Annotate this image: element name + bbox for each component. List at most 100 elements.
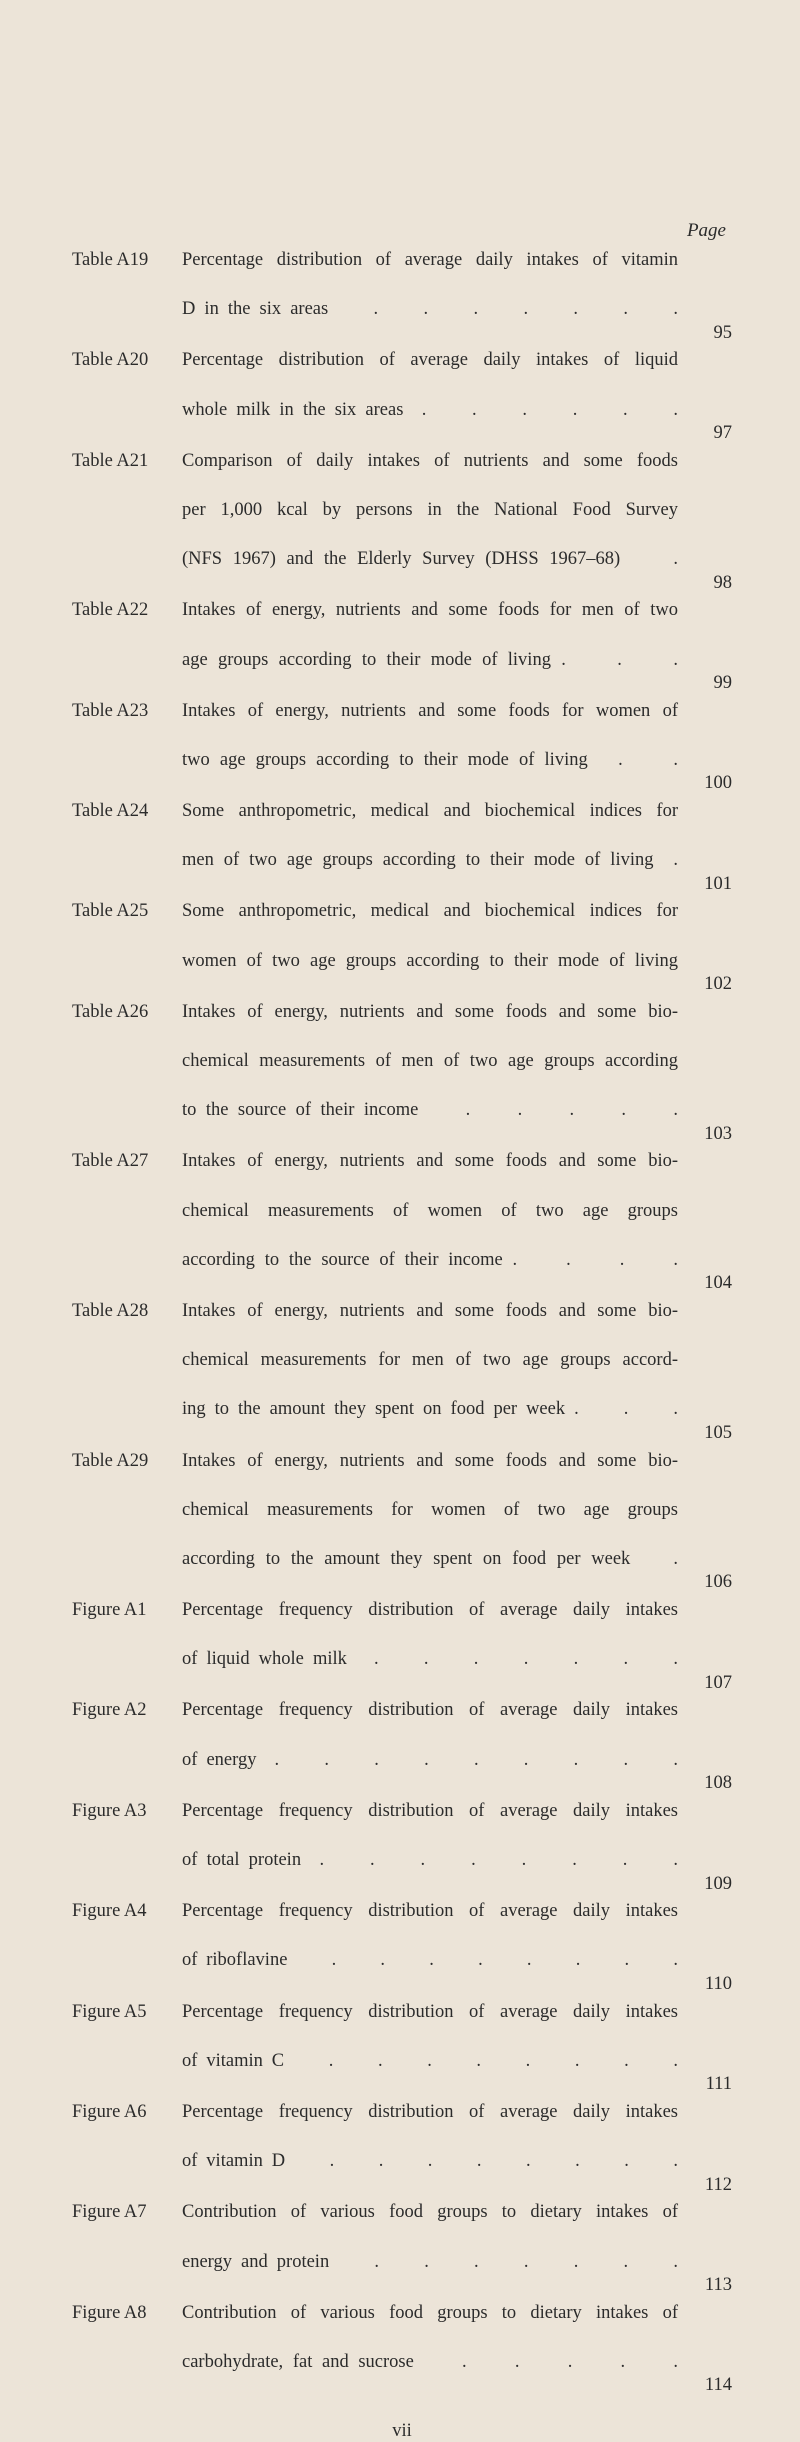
toc-entry-description: Comparison of daily intakes of nutrients… xyxy=(182,449,690,597)
toc-entry-line: Percentage frequency distribution of ave… xyxy=(182,1799,678,1848)
toc-entry-page: 106 xyxy=(690,1570,732,1596)
toc-entry-line: according to the source of their income … xyxy=(182,1248,678,1297)
toc-entry-line: Intakes of energy, nutrients and some fo… xyxy=(182,1299,678,1348)
toc-entry-line: Intakes of energy, nutrients and some fo… xyxy=(182,598,678,647)
toc-entry-description: Percentage frequency distribution of ave… xyxy=(182,2100,690,2198)
toc-entry-page: 113 xyxy=(690,2273,732,2299)
toc-entry-description: Percentage frequency distribution of ave… xyxy=(182,1799,690,1897)
toc-entry-description: Contribution of various food groups to d… xyxy=(182,2200,690,2298)
toc-entry-label: Figure A3 xyxy=(72,1799,182,1824)
toc-entry-line: of liquid whole milk . . . . . . . xyxy=(182,1647,678,1696)
toc-entry-page: 107 xyxy=(690,1671,732,1697)
toc-entry-description: Intakes of energy, nutrients and some fo… xyxy=(182,1299,690,1447)
toc-entry-line: men of two age groups according to their… xyxy=(182,848,678,897)
toc-entry-page: 105 xyxy=(690,1421,732,1447)
toc-entry: Figure A7Contribution of various food gr… xyxy=(72,2200,732,2298)
toc-entry-label: Figure A6 xyxy=(72,2100,182,2125)
toc-entry-line: Contribution of various food groups to d… xyxy=(182,2301,678,2350)
toc-entry-line: per 1,000 kcal by persons in the Nationa… xyxy=(182,498,678,547)
toc-entry-label: Table A26 xyxy=(72,1000,182,1025)
toc-entry-page: 108 xyxy=(690,1771,732,1797)
page-header-row: Page xyxy=(72,220,732,242)
toc-entry-line: Intakes of energy, nutrients and some fo… xyxy=(182,699,678,748)
toc-entry-page: 97 xyxy=(690,421,732,447)
toc-entry: Table A25Some anthropometric, medical an… xyxy=(72,899,732,997)
toc-entry-label: Table A24 xyxy=(72,799,182,824)
toc-entry-line: energy and protein . . . . . . . xyxy=(182,2250,678,2299)
toc-entry-line: chemical measurements of men of two age … xyxy=(182,1049,678,1098)
toc-entry: Table A29Intakes of energy, nutrients an… xyxy=(72,1449,732,1597)
toc-entry-line: Percentage frequency distribution of ave… xyxy=(182,1899,678,1948)
toc-entry-description: Intakes of energy, nutrients and some fo… xyxy=(182,1449,690,1597)
toc-entry-line: Percentage distribution of average daily… xyxy=(182,348,678,397)
toc-entry-line: Percentage frequency distribution of ave… xyxy=(182,1698,678,1747)
toc-entry-label: Table A23 xyxy=(72,699,182,724)
toc-entry-description: Percentage frequency distribution of ave… xyxy=(182,1899,690,1997)
toc-entry-line: ing to the amount they spent on food per… xyxy=(182,1397,678,1446)
toc-entry-page: 112 xyxy=(690,2173,732,2199)
toc-entry-label: Figure A5 xyxy=(72,2000,182,2025)
toc-entry-line: Percentage frequency distribution of ave… xyxy=(182,1598,678,1647)
toc-entry: Figure A4Percentage frequency distributi… xyxy=(72,1899,732,1997)
toc-entry-line: women of two age groups according to the… xyxy=(182,949,678,998)
toc-entry: Figure A2Percentage frequency distributi… xyxy=(72,1698,732,1796)
toc-entry-line: Some anthropometric, medical and biochem… xyxy=(182,899,678,948)
toc-entry-label: Table A25 xyxy=(72,899,182,924)
toc-entry-label: Figure A8 xyxy=(72,2301,182,2326)
toc-entry: Figure A3Percentage frequency distributi… xyxy=(72,1799,732,1897)
toc-entry-description: Percentage frequency distribution of ave… xyxy=(182,1698,690,1796)
toc-entry-line: Intakes of energy, nutrients and some fo… xyxy=(182,1149,678,1198)
toc-entry-line: Percentage distribution of average daily… xyxy=(182,248,678,297)
toc-entry-line: carbohydrate, fat and sucrose . . . . . xyxy=(182,2350,678,2399)
page-column-header: Page xyxy=(687,220,732,242)
toc-entry-line: of vitamin C . . . . . . . . xyxy=(182,2049,678,2098)
toc-entry-page: 104 xyxy=(690,1271,732,1297)
toc-entry-description: Intakes of energy, nutrients and some fo… xyxy=(182,1149,690,1297)
toc-entry-description: Intakes of energy, nutrients and some fo… xyxy=(182,699,690,797)
toc-entry-description: Percentage distribution of average daily… xyxy=(182,348,690,446)
toc-entry-line: of vitamin D . . . . . . . . xyxy=(182,2149,678,2198)
toc-entry: Table A26Intakes of energy, nutrients an… xyxy=(72,1000,732,1148)
toc-entry-description: Percentage distribution of average daily… xyxy=(182,248,690,346)
toc-entry-page: 99 xyxy=(690,671,732,697)
toc-entry-label: Table A29 xyxy=(72,1449,182,1474)
toc-entry-description: Percentage frequency distribution of ave… xyxy=(182,1598,690,1696)
toc-entry-page: 103 xyxy=(690,1122,732,1148)
toc-entry: Table A19Percentage distribution of aver… xyxy=(72,248,732,346)
toc-entry-page: 101 xyxy=(690,872,732,898)
toc-entry: Table A27Intakes of energy, nutrients an… xyxy=(72,1149,732,1297)
toc-entry-line: to the source of their income . . . . . xyxy=(182,1098,678,1147)
toc-entry-label: Table A28 xyxy=(72,1299,182,1324)
toc-entry-page: 98 xyxy=(690,571,732,597)
toc-entry-line: Percentage frequency distribution of ave… xyxy=(182,2100,678,2149)
toc-entry-page: 109 xyxy=(690,1872,732,1898)
toc-entry-description: Intakes of energy, nutrients and some fo… xyxy=(182,598,690,696)
toc-entry-line: Intakes of energy, nutrients and some fo… xyxy=(182,1000,678,1049)
page-footer-roman: vii xyxy=(72,2421,732,2442)
toc-entry-page: 100 xyxy=(690,771,732,797)
toc-entry: Table A28Intakes of energy, nutrients an… xyxy=(72,1299,732,1447)
toc-entry-page: 114 xyxy=(690,2373,732,2399)
toc-entry-line: of energy . . . . . . . . . xyxy=(182,1748,678,1797)
toc-entry-line: whole milk in the six areas . . . . . . xyxy=(182,398,678,447)
toc-entry: Table A20Percentage distribution of aver… xyxy=(72,348,732,446)
toc-entry-line: Some anthropometric, medical and biochem… xyxy=(182,799,678,848)
toc-entry-description: Some anthropometric, medical and biochem… xyxy=(182,899,690,997)
toc-entry-label: Figure A1 xyxy=(72,1598,182,1623)
toc-entry-label: Table A21 xyxy=(72,449,182,474)
toc-entry-label: Table A19 xyxy=(72,248,182,273)
toc-entry-line: according to the amount they spent on fo… xyxy=(182,1547,678,1596)
toc-entry-label: Figure A4 xyxy=(72,1899,182,1924)
toc-entry-line: age groups according to their mode of li… xyxy=(182,648,678,697)
page-container: Page Table A19Percentage distribution of… xyxy=(0,0,800,2442)
toc-entry-line: (NFS 1967) and the Elderly Survey (DHSS … xyxy=(182,547,678,596)
toc-entry: Figure A1Percentage frequency distributi… xyxy=(72,1598,732,1696)
toc-entry-line: chemical measurements for women of two a… xyxy=(182,1498,678,1547)
toc-entry-description: Some anthropometric, medical and biochem… xyxy=(182,799,690,897)
toc-entry-line: chemical measurements for men of two age… xyxy=(182,1348,678,1397)
toc-entry-line: two age groups according to their mode o… xyxy=(182,748,678,797)
toc-entry-label: Table A22 xyxy=(72,598,182,623)
toc-entry: Table A23Intakes of energy, nutrients an… xyxy=(72,699,732,797)
toc-entry-label: Table A27 xyxy=(72,1149,182,1174)
toc-entry-line: D in the six areas . . . . . . . xyxy=(182,297,678,346)
